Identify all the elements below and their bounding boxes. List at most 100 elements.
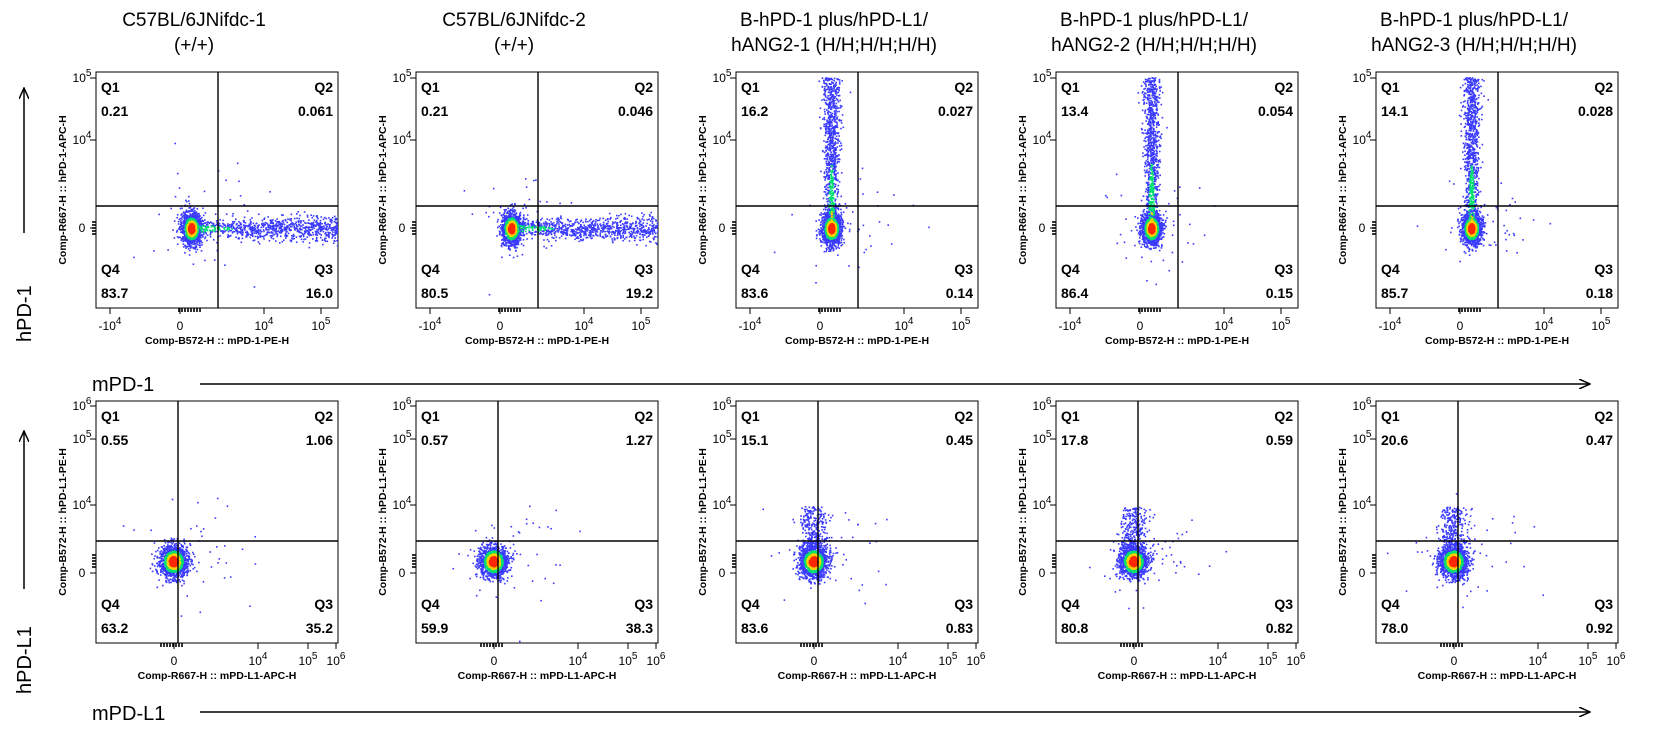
x-tick-label: -104 (419, 316, 442, 333)
event-dot (280, 226, 283, 229)
event-dot (492, 187, 495, 190)
event-dot (827, 91, 830, 94)
column-title-3: B-hPD-1 plus/hPD-L1/ hANG2-1 (H/H;H/H;H/… (684, 8, 984, 58)
event-dot (270, 235, 273, 237)
event-dot (559, 221, 562, 224)
event-dot (520, 234, 522, 236)
event-dot (648, 227, 650, 229)
event-dot (180, 231, 182, 233)
event-dot (296, 228, 298, 230)
event-dot (190, 214, 192, 216)
event-dot (827, 78, 830, 80)
event-dot (828, 250, 830, 252)
event-dot (822, 208, 825, 211)
event-dot (310, 223, 312, 226)
event-dot (615, 222, 618, 224)
event-dot (660, 232, 662, 234)
event-dot (216, 222, 218, 224)
event-dot (626, 218, 628, 220)
event-dot (609, 225, 612, 228)
event-dot (604, 227, 607, 229)
event-dot (341, 234, 343, 236)
event-dot (817, 228, 820, 231)
event-dot (606, 230, 608, 232)
event-dot (611, 233, 613, 236)
event-dot (526, 214, 529, 216)
event-dot (616, 234, 619, 237)
event-dot (531, 228, 534, 231)
event-dot (280, 235, 282, 238)
event-dot (631, 232, 633, 234)
event-dot (616, 217, 619, 219)
event-dot (308, 234, 311, 237)
event-dot (185, 200, 188, 203)
event-dot (838, 107, 840, 109)
event-dot (200, 250, 203, 252)
event-dot (234, 228, 236, 230)
event-dot (614, 234, 616, 236)
event-dot (836, 123, 838, 125)
event-dot (199, 246, 201, 248)
event-dot (182, 227, 185, 230)
event-dot (201, 244, 203, 246)
event-dot (513, 245, 515, 248)
event-dot (580, 219, 583, 221)
event-dot (538, 229, 540, 231)
event-dot (591, 223, 593, 225)
event-dot (651, 216, 653, 219)
event-dot (651, 220, 654, 223)
event-dot (176, 229, 179, 232)
event-dot (209, 231, 212, 233)
event-dot (519, 237, 522, 239)
event-dot (642, 238, 644, 241)
event-dot (265, 228, 267, 231)
event-dot (271, 234, 274, 237)
event-dot (191, 216, 194, 219)
event-dot (614, 232, 616, 234)
event-dot (293, 224, 295, 226)
event-dot (574, 235, 577, 237)
event-dot (184, 220, 187, 223)
event-dot (552, 228, 554, 230)
event-dot (289, 226, 292, 228)
event-dot (320, 216, 323, 218)
event-dot (182, 231, 184, 233)
event-dot (539, 227, 541, 230)
event-dot (509, 215, 511, 217)
event-dot (290, 219, 292, 222)
event-dot (295, 236, 298, 238)
event-dot (571, 225, 574, 227)
y-axis-label: Comp-R667-H :: hPD-1-APC-H (377, 115, 389, 264)
event-dot (837, 246, 839, 249)
event-dot (616, 225, 618, 227)
event-dot (651, 225, 653, 227)
event-dot (604, 233, 607, 236)
event-dot (652, 226, 655, 229)
event-dot (566, 229, 569, 232)
event-dot (518, 237, 520, 240)
event-dot (334, 226, 337, 229)
event-dot (317, 228, 320, 230)
event-dot (261, 235, 263, 238)
event-dot (263, 238, 265, 240)
event-dot (824, 113, 826, 115)
event-dot (528, 227, 530, 229)
event-dot (584, 226, 586, 228)
event-dot (182, 230, 184, 232)
event-dot (825, 155, 827, 157)
event-dot (830, 94, 833, 96)
event-dot (340, 229, 342, 231)
event-dot (513, 219, 516, 222)
event-dot (646, 230, 648, 232)
event-dot (825, 122, 828, 125)
event-dot (505, 209, 507, 211)
event-dot (342, 224, 344, 226)
event-dot (499, 206, 502, 209)
event-dot (594, 224, 597, 227)
event-dot (342, 244, 344, 246)
event-dot (513, 214, 515, 217)
event-dot (183, 246, 185, 248)
event-dot (500, 244, 503, 247)
event-dot (198, 219, 200, 221)
